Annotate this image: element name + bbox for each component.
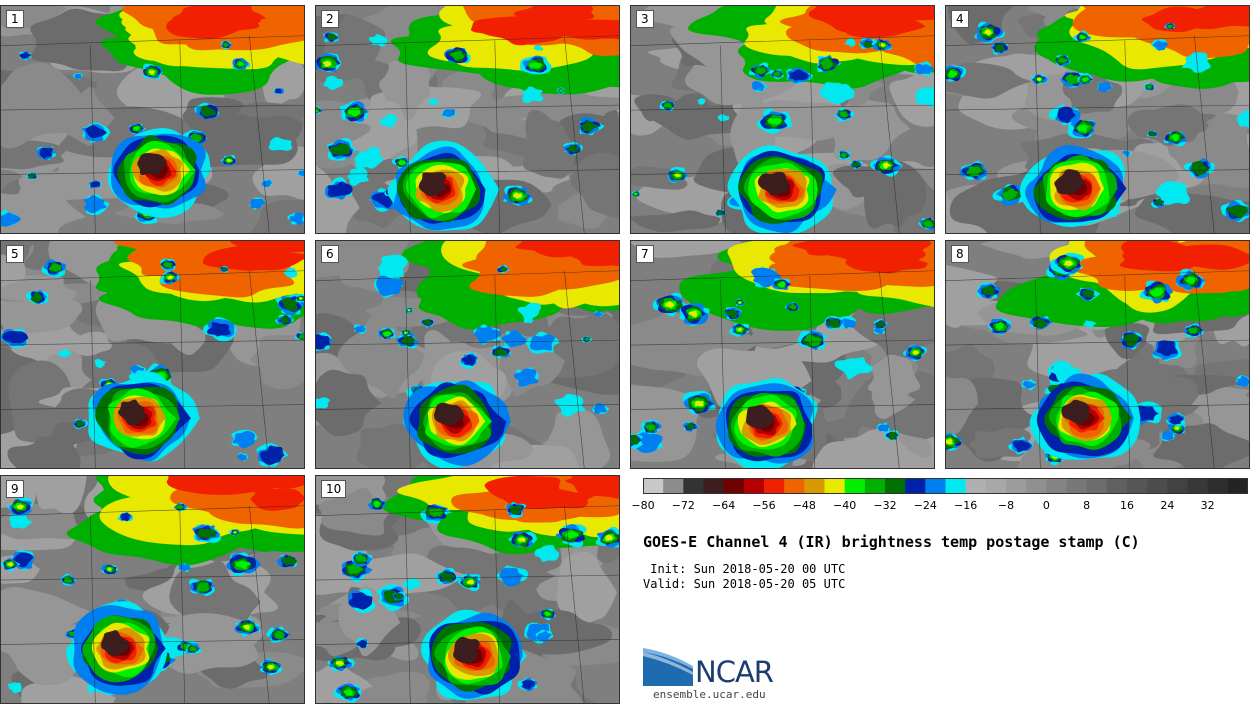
colorbar-tick-label: −32 — [873, 499, 897, 512]
colorbar-segment — [824, 478, 846, 494]
ir-satellite-map — [316, 476, 619, 703]
colorbar-segment — [965, 478, 987, 494]
colorbar-segment — [1006, 478, 1027, 494]
colorbar-segment — [885, 478, 906, 494]
colorbar-tick-label: −80 — [631, 499, 655, 512]
colorbar-tick-label: −16 — [954, 499, 978, 512]
colorbar-segment — [743, 478, 765, 494]
ir-satellite-map — [946, 241, 1249, 468]
panel-number: 8 — [951, 245, 969, 263]
member-panel-9: 9 — [0, 475, 305, 704]
colorbar-segment — [723, 478, 745, 494]
colorbar-segment — [764, 478, 785, 494]
member-panel-2: 2 — [315, 5, 620, 234]
init-time: Init: Sun 2018-05-20 00 UTC — [643, 562, 846, 576]
colorbar-tick-labels: −80 −72 −64 −56 −48 −40 −32 −24 −16 −8 0 8 16 24 32 — [631, 496, 1248, 516]
panel-number: 10 — [321, 480, 347, 498]
panel-number: 5 — [6, 245, 24, 263]
colorbar — [643, 478, 1248, 494]
valid-time: Valid: Sun 2018-05-20 05 UTC — [643, 577, 846, 591]
colorbar-segment — [1026, 478, 1047, 494]
ncar-logo-icon — [643, 648, 693, 686]
colorbar-tick-label: −64 — [712, 499, 736, 512]
colorbar-segment — [864, 478, 886, 494]
colorbar-tick-label: −8 — [997, 499, 1015, 512]
colorbar-segment — [985, 478, 1007, 494]
ir-satellite-map — [316, 6, 619, 233]
colorbar-segment — [1207, 478, 1229, 494]
colorbar-segment — [1147, 478, 1168, 494]
colorbar-tick-label: −24 — [913, 499, 937, 512]
colorbar-segment — [945, 478, 967, 494]
member-panel-3: 3 — [630, 5, 935, 234]
colorbar-segment — [925, 478, 946, 494]
member-panel-1: 1 — [0, 5, 305, 234]
colorbar-tick-label: −72 — [671, 499, 695, 512]
colorbar-segment — [683, 478, 704, 494]
colorbar-segment — [905, 478, 926, 494]
colorbar-segment — [703, 478, 725, 494]
colorbar-tick-label: −56 — [752, 499, 776, 512]
colorbar-segment — [784, 478, 805, 494]
colorbar-segment — [643, 478, 664, 494]
ir-satellite-map — [1, 476, 304, 703]
colorbar-segment — [804, 478, 825, 494]
panel-number: 1 — [6, 10, 24, 28]
panel-number: 3 — [636, 10, 654, 28]
ir-satellite-map — [1, 241, 304, 468]
colorbar-tick-label: 8 — [1083, 499, 1091, 512]
colorbar-segment — [1086, 478, 1108, 494]
colorbar-segment — [1187, 478, 1209, 494]
colorbar-tick-label: −48 — [792, 499, 816, 512]
colorbar-segment — [1127, 478, 1148, 494]
figure-title: GOES-E Channel 4 (IR) brightness temp po… — [643, 533, 1140, 551]
panel-number: 9 — [6, 480, 24, 498]
panel-number: 4 — [951, 10, 969, 28]
panel-number: 6 — [321, 245, 339, 263]
ncar-logo-text: NCAR — [695, 655, 774, 689]
colorbar-tick-label: 16 — [1120, 499, 1134, 512]
member-panel-10: 10 — [315, 475, 620, 704]
colorbar-tick-label: 0 — [1042, 499, 1050, 512]
ir-satellite-map — [631, 6, 934, 233]
website-url: ensemble.ucar.edu — [653, 688, 766, 701]
member-panel-6: 6 — [315, 240, 620, 469]
colorbar-tick-label: −40 — [833, 499, 857, 512]
ir-satellite-map — [631, 241, 934, 468]
colorbar-tick-label: 24 — [1160, 499, 1175, 512]
colorbar-segment — [1046, 478, 1067, 494]
member-panel-5: 5 — [0, 240, 305, 469]
colorbar-segment — [1106, 478, 1128, 494]
colorbar-segment — [663, 478, 684, 494]
colorbar-tick-label: 32 — [1200, 499, 1215, 512]
panel-number: 2 — [321, 10, 339, 28]
member-panel-7: 7 — [630, 240, 935, 469]
colorbar-segment — [844, 478, 866, 494]
colorbar-segment — [1066, 478, 1088, 494]
colorbar-segment — [1227, 478, 1248, 494]
panel-number: 7 — [636, 245, 654, 263]
ir-satellite-map — [1, 6, 304, 233]
ir-satellite-map — [946, 6, 1249, 233]
ir-satellite-map — [316, 241, 619, 468]
member-panel-8: 8 — [945, 240, 1250, 469]
member-panel-4: 4 — [945, 5, 1250, 234]
colorbar-segment — [1167, 478, 1188, 494]
